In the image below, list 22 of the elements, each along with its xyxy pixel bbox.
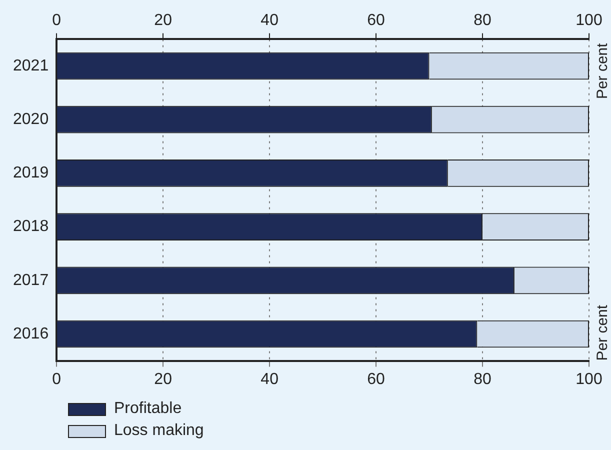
x2-tick-label: 40 [260,12,279,30]
x2-tick-label: 60 [367,12,386,30]
y-tick-label: 2020 [13,111,49,128]
text: Per cent [594,42,611,100]
x-tick-label: 20 [154,370,172,388]
y-tick-label: 2017 [13,272,49,289]
x2-tick-label: 0 [52,12,62,30]
x-tick-label: 40 [260,370,279,388]
y-tick-label: 2019 [13,164,49,182]
y-tick-label: 2021 [13,57,49,74]
y-tick-label: 2018 [13,218,49,236]
x-tick-label: 60 [367,370,386,388]
text: Per cent [594,304,611,361]
x-tick-label: 100 [576,370,602,388]
x-tick-label: 0 [52,370,62,388]
legend-label: Loss making [114,422,204,440]
x2-tick-label: 80 [474,12,492,30]
y-tick-label: 2016 [13,325,49,342]
x2-tick-label: 100 [576,12,602,30]
legend-label: Profitable [114,400,182,418]
x2-tick-label: 20 [154,12,172,30]
x-tick-label: 80 [474,370,492,388]
